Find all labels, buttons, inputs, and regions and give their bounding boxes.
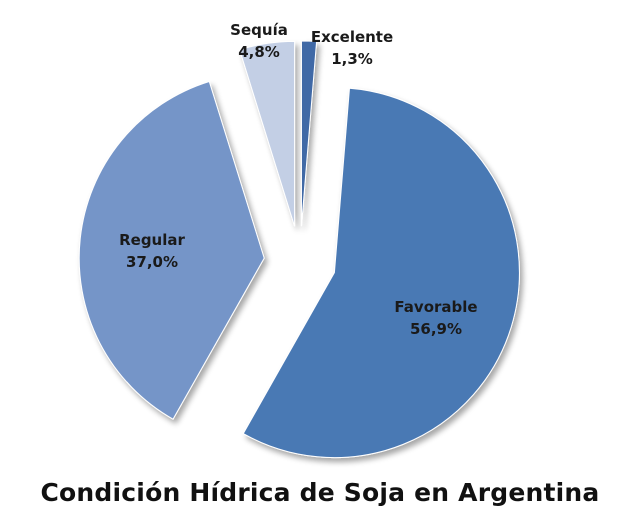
slice-value-label: 37,0% [126,253,178,271]
pie-chart: Excelente 1,3% Favorable 56,9% Regular 37,0% S… [78,21,520,459]
slice-label: Excelente [311,28,393,46]
pie-slice-regular [78,80,265,420]
slice-value-label: 56,9% [410,320,462,338]
slice-value-label: 4,8% [238,43,280,61]
slice-label: Regular [119,231,185,249]
pie-slice-favorable [242,87,520,459]
slice-label: Sequía [230,21,288,39]
slice-label: Favorable [394,298,477,316]
pie-slice-sequa [239,40,296,227]
slice-value-label: 1,3% [331,50,373,68]
chart-title: Condición Hídrica de Soja en Argentina [40,478,600,507]
pie-slice-excelente [300,40,318,227]
